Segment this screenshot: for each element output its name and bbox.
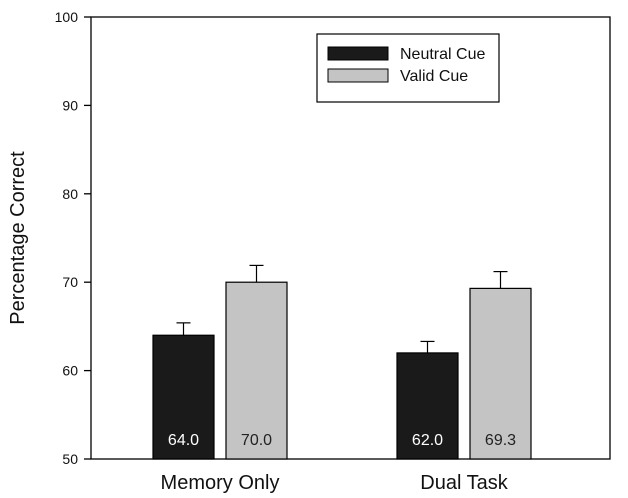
y-tick-label: 90 [62,97,78,113]
bars: 64.0 70.0 62.0 69.3 [152,264,532,460]
plot-frame [90,16,611,460]
category-label: Memory Only [161,472,280,494]
legend-swatch-0 [327,46,389,61]
bar-1-1 [469,287,532,460]
y-tick-label: 80 [62,186,78,202]
bar-value-label: 62.0 [412,432,443,449]
y-tick-label: 50 [62,451,78,467]
legend-label-0: Neutral Cue [400,46,485,63]
y-tick-label: 70 [62,274,78,290]
legend-box [316,33,500,103]
category-label: Dual Task [420,472,508,494]
y-tick-label: 60 [62,363,78,379]
axes: 50 60 70 80 90 100 Percentage Correct Memory On… [7,9,611,494]
bar-value-label: 70.0 [241,432,272,449]
bar-1-0 [225,281,288,460]
bar-value-label: 64.0 [168,432,199,449]
legend: Neutral Cue Valid Cue [316,33,500,103]
y-tick-label: 100 [55,9,79,25]
y-axis-title: Percentage Correct [7,151,29,325]
legend-swatch-1 [327,68,389,83]
legend-label-1: Valid Cue [400,68,468,85]
bar-value-label: 69.3 [485,432,516,449]
